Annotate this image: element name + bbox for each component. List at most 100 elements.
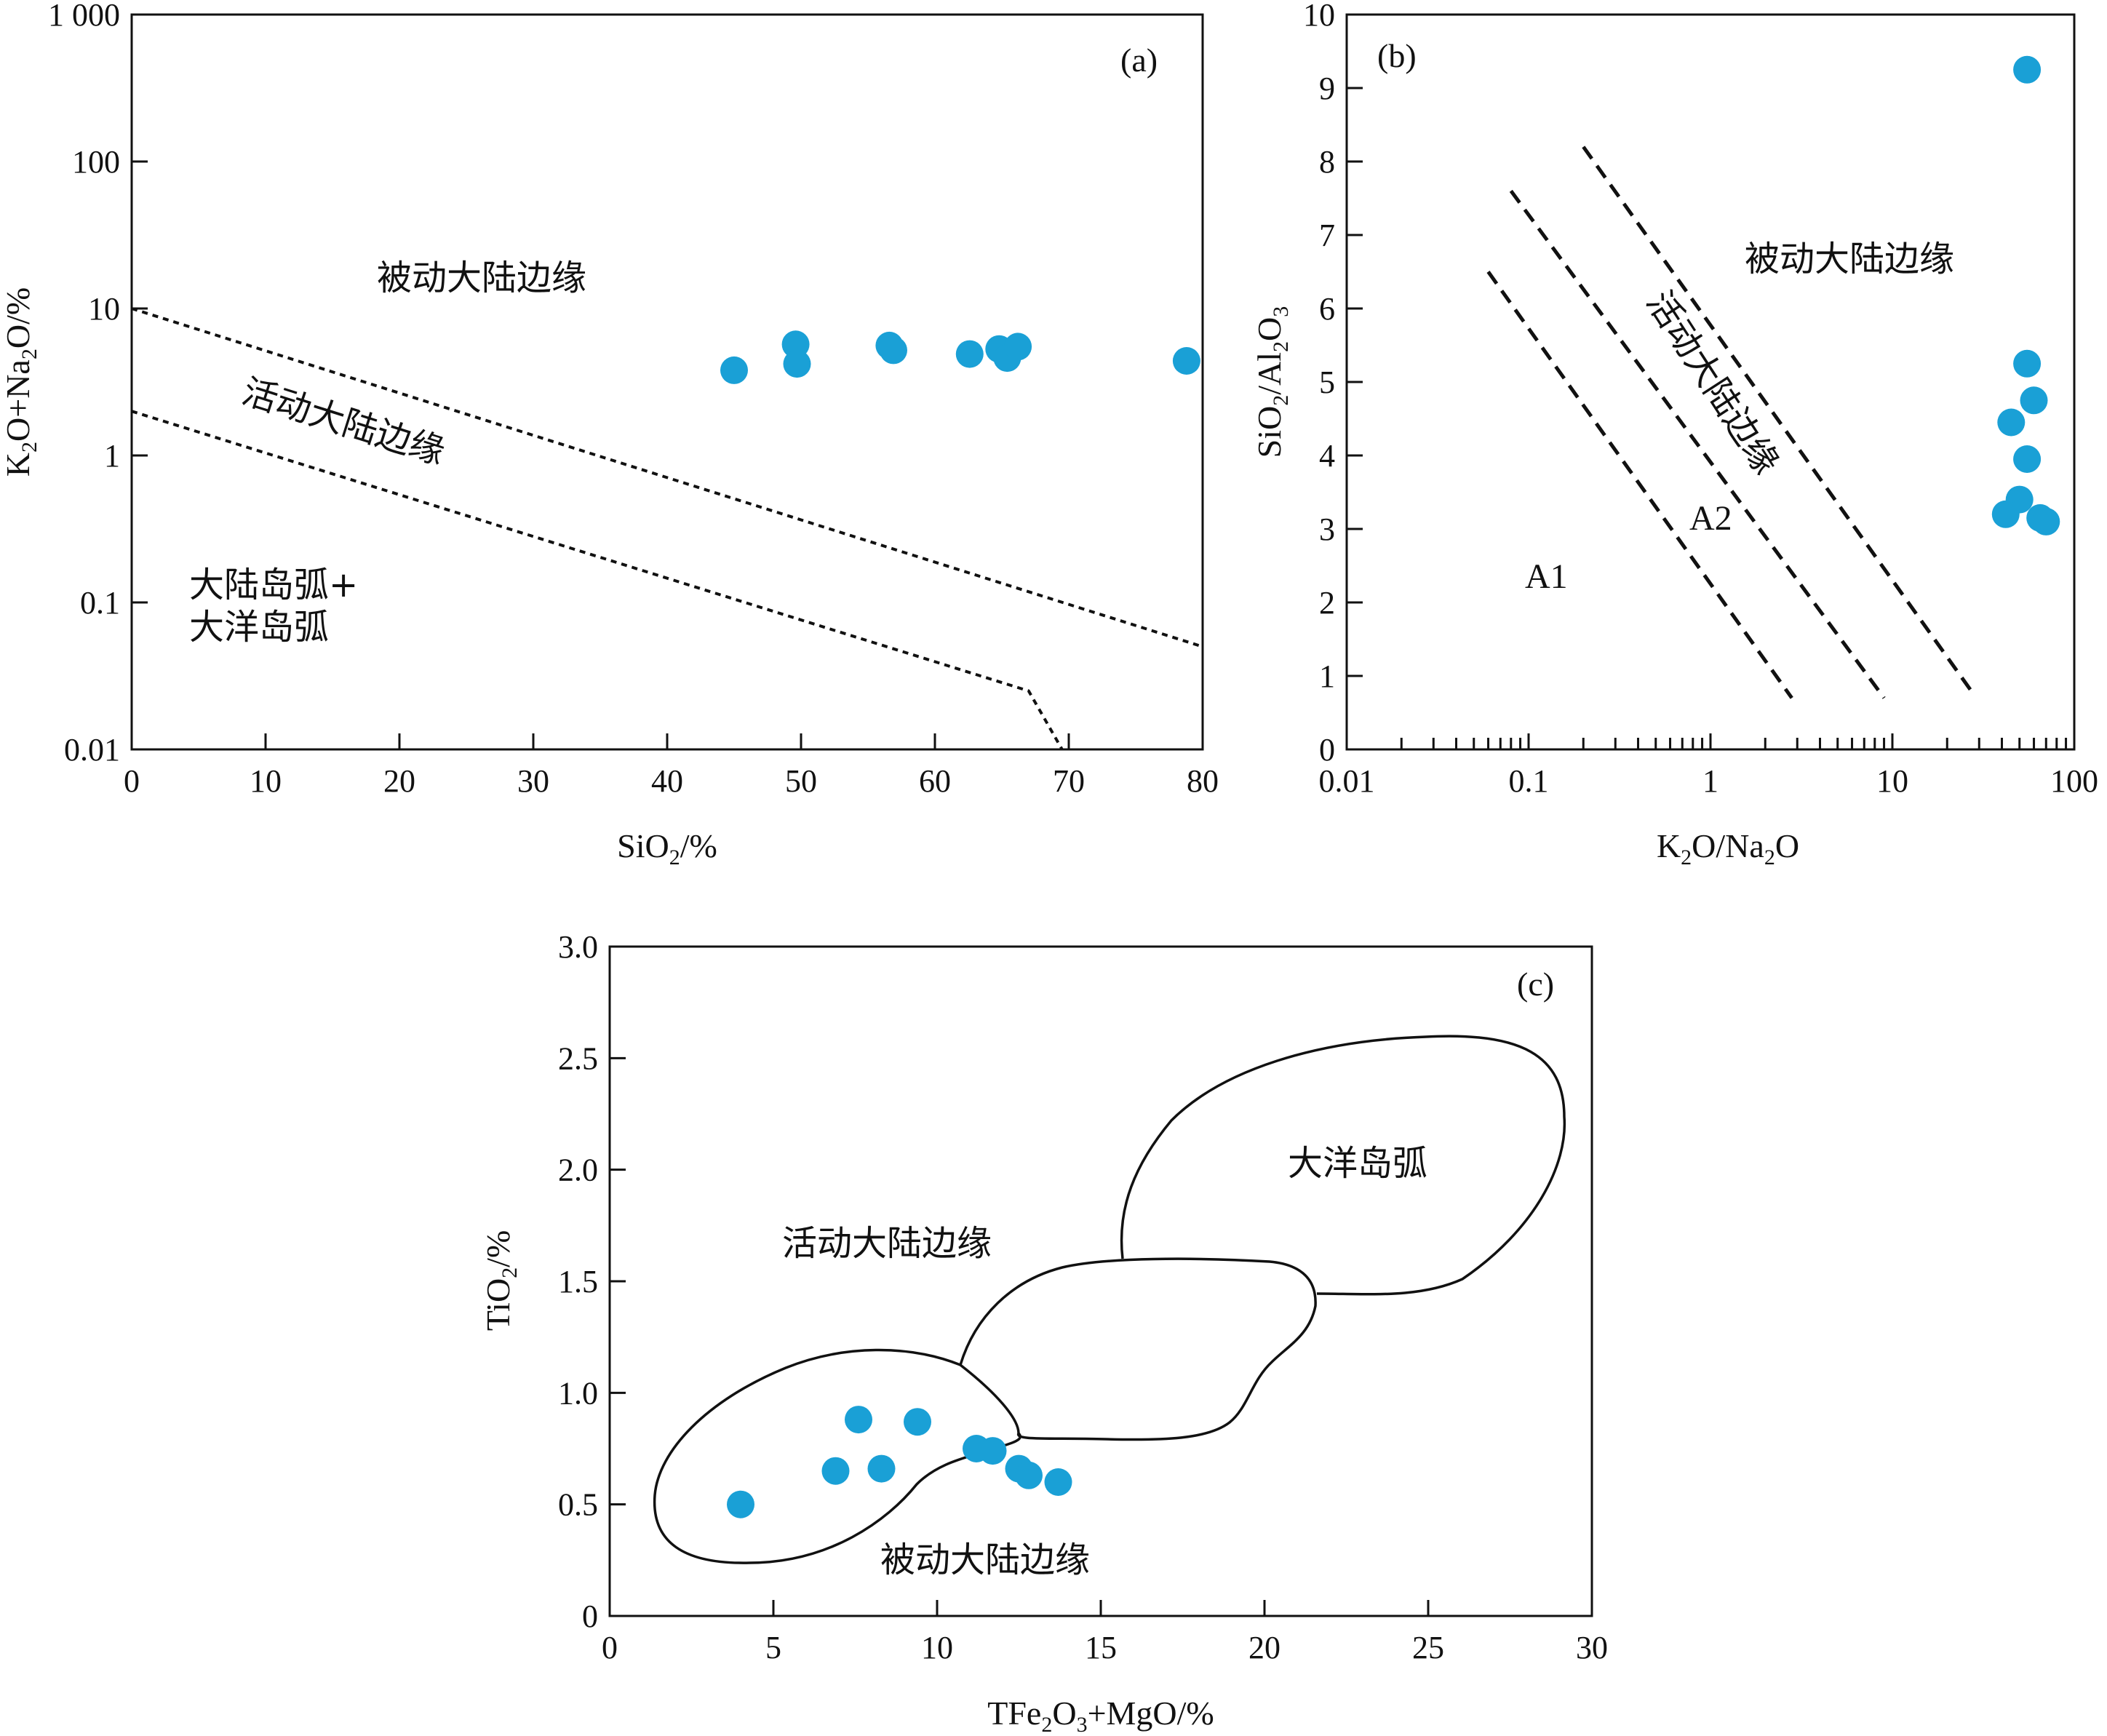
data-point bbox=[1991, 500, 2020, 528]
data-point bbox=[2020, 386, 2048, 415]
y-axis-label-b: SiO2/Al2O3 bbox=[1251, 306, 1293, 458]
y-tick-labels-a: 0.01 0.1 1 10 100 1 000 bbox=[48, 0, 120, 768]
region-label-a1-b: A1 bbox=[1525, 557, 1568, 596]
points-c bbox=[727, 1406, 1072, 1518]
x-ticks-a bbox=[130, 733, 1204, 749]
data-point bbox=[2013, 349, 2042, 378]
data-point bbox=[1997, 408, 2026, 437]
x-tick-label: 5 bbox=[765, 1630, 781, 1665]
x-tick-label: 60 bbox=[919, 763, 951, 799]
data-point bbox=[727, 1490, 754, 1518]
x-ticks-c bbox=[608, 1600, 1593, 1616]
x-tick-label: 80 bbox=[1187, 763, 1219, 799]
y-tick-label: 1.5 bbox=[558, 1264, 598, 1299]
x-tick-label: 70 bbox=[1053, 763, 1085, 799]
data-point bbox=[2032, 507, 2060, 535]
x-tick-label: 40 bbox=[651, 763, 683, 799]
oceanic-arc-field-c bbox=[1120, 1035, 1566, 1296]
y-tick-label: 9 bbox=[1319, 71, 1335, 106]
boundary-line bbox=[131, 410, 1064, 750]
region-label-active-a: 活动大陆边缘 bbox=[237, 371, 450, 473]
points-b bbox=[1991, 55, 2060, 535]
x-tick-label: 1 bbox=[1702, 763, 1718, 799]
x-tick-labels-a: 0 10 20 30 40 50 60 70 80 bbox=[124, 763, 1219, 799]
y-tick-label: 0 bbox=[1319, 732, 1335, 768]
active-margin-field-c bbox=[958, 1257, 1317, 1441]
data-point bbox=[1044, 1468, 1072, 1496]
panel-label-c: (c) bbox=[1517, 965, 1554, 1003]
region-label-arc-2-a: 大洋岛弧 bbox=[189, 607, 329, 648]
y-tick-label: 8 bbox=[1319, 144, 1335, 180]
y-tick-label: 4 bbox=[1319, 438, 1335, 474]
x-tick-label: 30 bbox=[1576, 1630, 1608, 1665]
data-point bbox=[1015, 1461, 1043, 1489]
y-tick-label: 2.0 bbox=[558, 1152, 598, 1188]
data-point bbox=[979, 1437, 1007, 1465]
x-tick-label: 0 bbox=[124, 763, 140, 799]
x-tick-label: 25 bbox=[1412, 1630, 1444, 1665]
x-tick-label: 10 bbox=[921, 1630, 953, 1665]
data-point bbox=[867, 1454, 896, 1483]
y-tick-label: 100 bbox=[72, 144, 120, 180]
y-ticks-c bbox=[610, 945, 626, 1617]
data-point bbox=[1004, 333, 1032, 361]
y-ticks-a bbox=[132, 13, 148, 751]
x-tick-label: 20 bbox=[1248, 1630, 1280, 1665]
passive-margin-field-c bbox=[653, 1348, 1021, 1564]
y-tick-label: 6 bbox=[1319, 291, 1335, 327]
y-tick-label: 2.5 bbox=[558, 1040, 598, 1076]
data-point bbox=[783, 350, 811, 378]
x-tick-label: 0.01 bbox=[1319, 763, 1375, 799]
x-tick-label: 50 bbox=[785, 763, 817, 799]
boundary-lines-a bbox=[131, 307, 1203, 750]
y-tick-label: 5 bbox=[1319, 365, 1335, 400]
panel-b: 0.01 0.1 1 10 100 0 1 2 3 4 5 6 7 8 9 10 (b) 被动大陆边缘 活动… bbox=[1251, 0, 2098, 869]
y-tick-label: 1.0 bbox=[558, 1375, 598, 1411]
data-point bbox=[1172, 347, 1200, 375]
boundary-line bbox=[1486, 271, 1793, 699]
region-label-a2-b: A2 bbox=[1689, 499, 1732, 538]
x-tick-label: 0.1 bbox=[1509, 763, 1549, 799]
panel-label-a: (a) bbox=[1120, 41, 1158, 79]
x-axis-label-a: SiO2/% bbox=[617, 827, 717, 869]
y-tick-label: 1 bbox=[1319, 658, 1335, 694]
x-tick-label: 100 bbox=[2050, 763, 2098, 799]
y-tick-label: 7 bbox=[1319, 218, 1335, 253]
panel-a: 0 10 20 30 40 50 60 70 80 0.01 0.1 1 10 100 1 000 (a)… bbox=[0, 0, 1219, 869]
y-tick-label: 1 bbox=[104, 438, 120, 474]
data-point bbox=[821, 1457, 850, 1485]
x-axis-label-b: K2O/Na2O bbox=[1657, 827, 1799, 869]
x-tick-labels-b: 0.01 0.1 1 10 100 bbox=[1319, 763, 2099, 799]
points-a bbox=[720, 330, 1200, 384]
region-label-active-c: 活动大陆边缘 bbox=[782, 1223, 992, 1264]
y-ticks-b bbox=[1347, 13, 1363, 751]
boundary-line bbox=[1509, 189, 1886, 699]
x-tick-label: 10 bbox=[1876, 763, 1908, 799]
data-point bbox=[955, 340, 984, 368]
y-tick-label: 3.0 bbox=[558, 929, 598, 965]
y-tick-label: 1 000 bbox=[48, 0, 120, 33]
y-tick-label: 2 bbox=[1319, 585, 1335, 621]
y-tick-label: 0 bbox=[582, 1598, 598, 1634]
data-point bbox=[845, 1406, 872, 1434]
x-tick-label: 15 bbox=[1085, 1630, 1117, 1665]
y-tick-labels-c: 0 0.5 1.0 1.5 2.0 2.5 3.0 bbox=[558, 929, 598, 1634]
plot-frame-c bbox=[608, 945, 1593, 1617]
x-tick-label: 30 bbox=[517, 763, 549, 799]
region-label-passive-c: 被动大陆边缘 bbox=[880, 1540, 1090, 1580]
boundary-lines-b bbox=[1486, 146, 1975, 699]
region-label-active-b: 活动大陆边缘 bbox=[1638, 284, 1787, 482]
y-tick-label: 10 bbox=[88, 291, 120, 327]
x-axis-label-c: TFe2O3+MgO/% bbox=[987, 1695, 1214, 1736]
y-tick-label: 0.1 bbox=[80, 585, 120, 621]
region-label-passive-a: 被动大陆边缘 bbox=[377, 258, 586, 298]
x-tick-label: 0 bbox=[602, 1630, 618, 1665]
x-tick-labels-c: 0 5 10 15 20 25 30 bbox=[602, 1630, 1608, 1665]
region-label-oceanic-c: 大洋岛弧 bbox=[1288, 1143, 1427, 1184]
region-label-passive-b: 被动大陆边缘 bbox=[1745, 239, 1954, 279]
data-point bbox=[720, 356, 748, 384]
boundary-line bbox=[131, 307, 1203, 648]
region-label-arc-1-a: 大陆岛弧+ bbox=[189, 565, 358, 605]
y-tick-label: 0.01 bbox=[64, 732, 120, 768]
